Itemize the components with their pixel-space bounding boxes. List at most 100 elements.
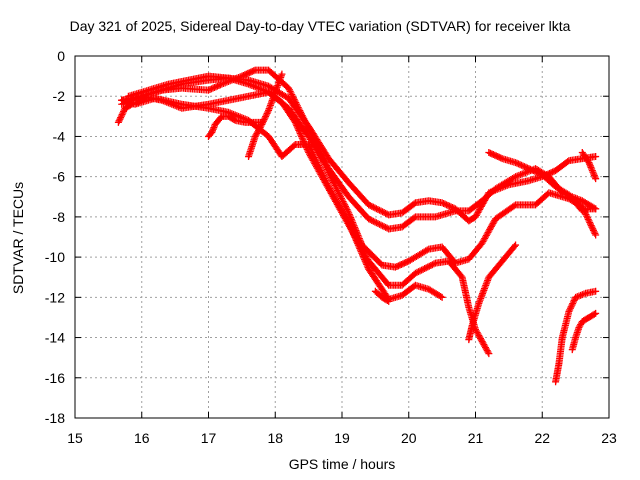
data-point [332, 183, 340, 191]
data-point [357, 248, 365, 256]
data-point [375, 206, 383, 214]
data-point [322, 164, 330, 172]
data-point [423, 246, 431, 254]
data-point [350, 230, 358, 238]
data-point [479, 339, 487, 347]
x-tick-label: 22 [534, 430, 550, 446]
data-point [248, 81, 256, 89]
data-point [592, 153, 600, 161]
data-point [380, 209, 388, 217]
data-point [353, 238, 361, 246]
y-axis-label: SDTVAR / TECUs [10, 181, 26, 295]
data-point [312, 155, 320, 163]
data-point [480, 236, 488, 244]
data-point [114, 118, 122, 126]
data-point [254, 128, 262, 136]
data-point [335, 190, 343, 198]
data-point [320, 159, 328, 167]
data-point [312, 157, 320, 165]
series-track-14 [578, 149, 600, 183]
data-point [321, 160, 329, 168]
x-axis-label: GPS time / hours [288, 456, 396, 472]
data-point [307, 129, 315, 137]
data-point [584, 215, 592, 223]
y-tick-label: -6 [53, 169, 66, 185]
data-point [586, 220, 594, 228]
data-point [481, 235, 489, 243]
data-point [294, 125, 302, 133]
data-point [472, 327, 480, 335]
data-point [250, 67, 258, 75]
data-point [486, 225, 494, 233]
data-point [350, 232, 358, 240]
data-point [485, 350, 493, 358]
data-point [310, 152, 318, 160]
data-point [305, 126, 313, 134]
data-point [361, 257, 369, 265]
data-point [120, 107, 128, 115]
data-point [513, 172, 521, 180]
data-point [305, 140, 313, 148]
data-point [583, 214, 591, 222]
data-point [359, 252, 367, 260]
data-point [298, 134, 306, 142]
data-point [355, 243, 363, 251]
data-point [233, 74, 241, 82]
data-point [292, 120, 300, 128]
data-point [255, 84, 263, 92]
data-point [302, 120, 310, 128]
data-point [586, 160, 594, 168]
data-point [315, 163, 323, 171]
data-point [415, 268, 423, 276]
data-point [379, 208, 387, 216]
data-point [517, 171, 525, 179]
data-point [337, 194, 345, 202]
x-tick-label: 15 [67, 430, 83, 446]
data-point [316, 149, 324, 157]
data-point [314, 160, 322, 168]
data-point [285, 84, 293, 92]
data-point [475, 207, 483, 215]
data-point [304, 123, 312, 131]
data-point [289, 94, 297, 102]
data-point [309, 134, 317, 142]
grid-layer [75, 56, 609, 418]
data-point [250, 82, 258, 90]
data-point [575, 292, 583, 300]
data-point [308, 149, 316, 157]
series-track-5 [118, 94, 446, 303]
data-point [343, 206, 351, 214]
data-point [218, 80, 226, 88]
data-point [349, 228, 357, 236]
data-point [315, 147, 323, 155]
data-point [286, 87, 294, 95]
data-point [472, 211, 480, 219]
data-point [586, 218, 594, 226]
data-point [225, 77, 233, 85]
tick-layer: 15 16 17 18 19 20 21 22 23 0 -2 -4 -6 -8 -10 -12 -14 -16 -… [45, 48, 617, 446]
data-point [588, 165, 596, 173]
data-point [299, 113, 307, 121]
data-point [221, 79, 229, 87]
data-point [363, 262, 371, 270]
data-point [320, 173, 328, 181]
data-point [313, 158, 321, 166]
data-point [309, 150, 317, 158]
data-point [365, 215, 373, 223]
data-point [592, 205, 600, 213]
data-point [345, 221, 353, 229]
data-point [362, 259, 370, 267]
data-point [251, 132, 259, 140]
data-point [228, 76, 236, 84]
data-point [231, 75, 239, 83]
data-point [297, 110, 305, 118]
data-point [383, 297, 391, 305]
data-point [339, 198, 347, 206]
data-point [356, 246, 364, 254]
data-point [590, 170, 598, 178]
data-point [253, 84, 261, 92]
data-point [590, 310, 598, 318]
y-tick-label: -4 [53, 128, 66, 144]
data-point [416, 267, 424, 275]
data-point [314, 144, 322, 152]
